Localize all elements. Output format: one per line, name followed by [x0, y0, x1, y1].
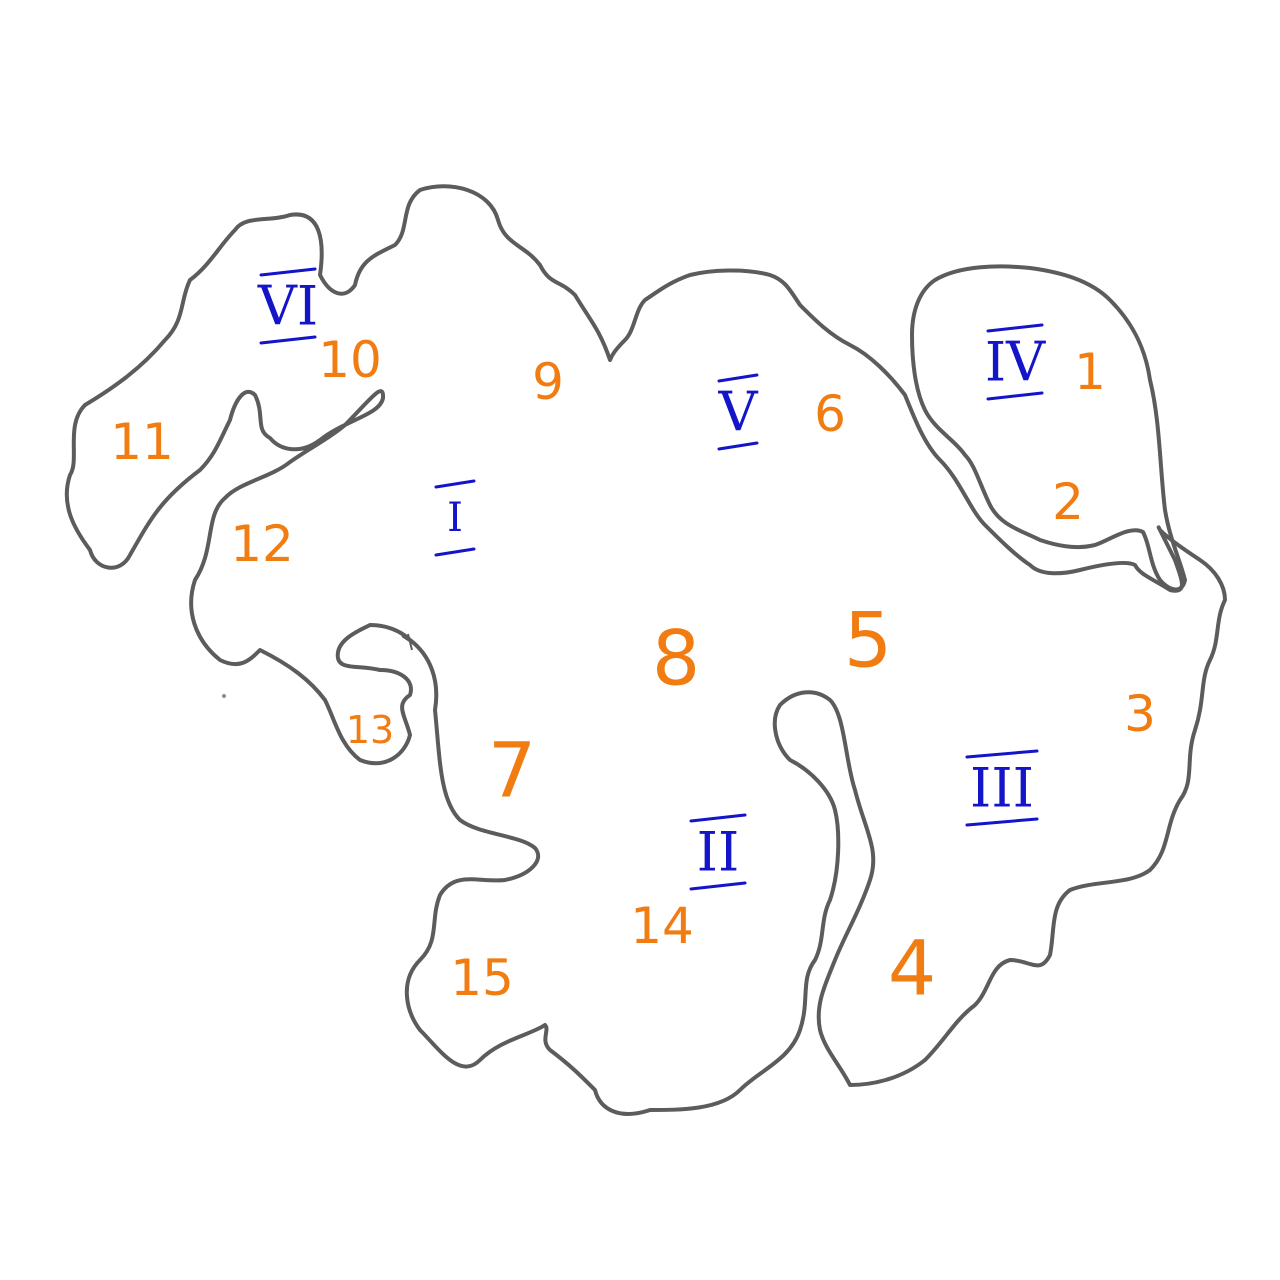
zone-label-bar	[434, 547, 476, 557]
zone-label-text: VI	[257, 275, 318, 338]
region-label-12: 12	[230, 515, 294, 573]
zone-label-bar	[259, 335, 317, 345]
region-label-2: 2	[1052, 473, 1084, 531]
zone-label-IV: IV	[985, 323, 1046, 401]
zone-label-bar	[259, 267, 317, 277]
zone-label-bar	[689, 881, 747, 891]
region-label-4: 4	[888, 924, 936, 1013]
zone-label-bar	[986, 391, 1044, 401]
region-label-7: 7	[488, 726, 536, 815]
zone-label-bar	[717, 373, 759, 383]
zone-label-V: V	[717, 373, 759, 451]
zone-label-text: IV	[985, 331, 1046, 394]
zone-label-II: II	[689, 813, 747, 891]
pencil-scribble	[401, 633, 415, 651]
zone-label-VI: VI	[257, 267, 318, 345]
zone-label-bar	[986, 323, 1044, 333]
zone-label-text: III	[970, 757, 1034, 820]
zone-label-bar	[965, 749, 1039, 759]
zone-label-bar	[717, 441, 759, 451]
zone-label-bar	[434, 479, 476, 489]
zone-label-text: I	[447, 495, 463, 541]
region-label-1: 1	[1074, 343, 1106, 401]
region-label-6: 6	[814, 385, 846, 443]
zone-label-text: II	[697, 821, 740, 884]
region-label-14: 14	[630, 897, 694, 955]
zone-label-I: I	[434, 479, 476, 557]
region-label-15: 15	[450, 949, 514, 1007]
region-label-8: 8	[652, 614, 700, 703]
region-label-11: 11	[110, 413, 174, 471]
region-label-13: 13	[346, 708, 394, 752]
pencil-speck	[222, 694, 226, 698]
eastern-island-outline	[910, 264, 1187, 592]
zone-label-III: III	[965, 749, 1039, 827]
zone-label-text: V	[718, 381, 759, 444]
zone-label-bar	[689, 813, 747, 823]
region-label-10: 10	[318, 331, 382, 389]
region-label-3: 3	[1124, 685, 1156, 743]
main-continent-outline	[64, 184, 1227, 1116]
zone-label-bar	[965, 817, 1039, 827]
region-label-9: 9	[532, 353, 564, 411]
region-label-5: 5	[844, 596, 892, 685]
